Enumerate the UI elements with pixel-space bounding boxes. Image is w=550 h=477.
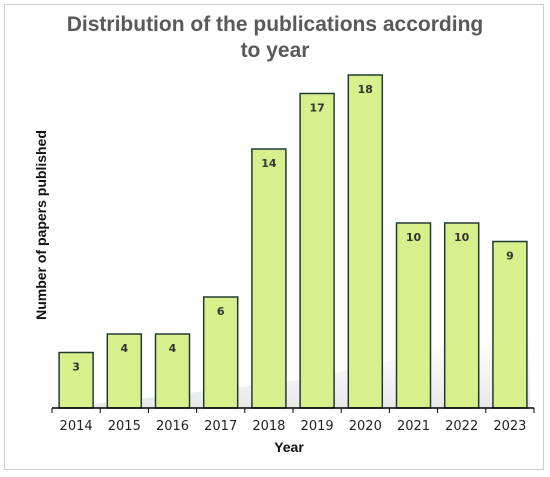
x-tick-label-2016: 2016 (156, 419, 189, 434)
bar-2018 (251, 148, 287, 409)
data-label-2016: 4 (169, 342, 177, 355)
bar-2017 (202, 296, 239, 409)
bar-2016 (154, 333, 191, 409)
y-axis-title: Number of papers published (33, 130, 49, 320)
bar-2023 (492, 240, 528, 409)
x-tick-label-2014: 2014 (60, 419, 93, 434)
x-tick-label-2015: 2015 (108, 419, 141, 434)
chart-title-line-2: to year (240, 39, 310, 62)
data-label-2022: 10 (454, 231, 470, 244)
bar-2021 (395, 222, 432, 409)
x-tick-label-2019: 2019 (301, 419, 334, 434)
bar-2022 (443, 222, 480, 409)
bars-layer: 3 4 4 6 14 17 18 10 10 9 (58, 74, 528, 409)
bar-2019 (299, 92, 335, 409)
x-axis: 2014 2015 2016 2017 2018 2019 2020 2021 2022 2023 (51, 407, 535, 434)
data-label-2017: 6 (217, 305, 225, 318)
data-label-2020: 18 (358, 83, 373, 96)
bar-2014 (58, 351, 94, 409)
chart-title: Distribution of the publications accordi… (0, 12, 550, 64)
x-axis-title: Year (274, 439, 304, 455)
data-label-2021: 10 (406, 231, 422, 244)
chart-title-line-1: Distribution of the publications accordi… (66, 13, 484, 36)
data-label-2015: 4 (120, 342, 128, 355)
x-tick-label-2020: 2020 (349, 419, 382, 434)
x-tick-label-2017: 2017 (204, 419, 237, 434)
x-tick-label-2023: 2023 (493, 419, 526, 434)
data-label-2014: 3 (72, 361, 80, 374)
data-label-2019: 17 (309, 102, 324, 115)
data-label-2018: 14 (261, 157, 277, 170)
x-tick-label-2018: 2018 (252, 419, 285, 434)
bar-2020 (347, 74, 384, 409)
x-tick-label-2021: 2021 (397, 419, 430, 434)
data-label-2023: 9 (506, 250, 514, 263)
x-tick-label-2022: 2022 (445, 419, 478, 434)
